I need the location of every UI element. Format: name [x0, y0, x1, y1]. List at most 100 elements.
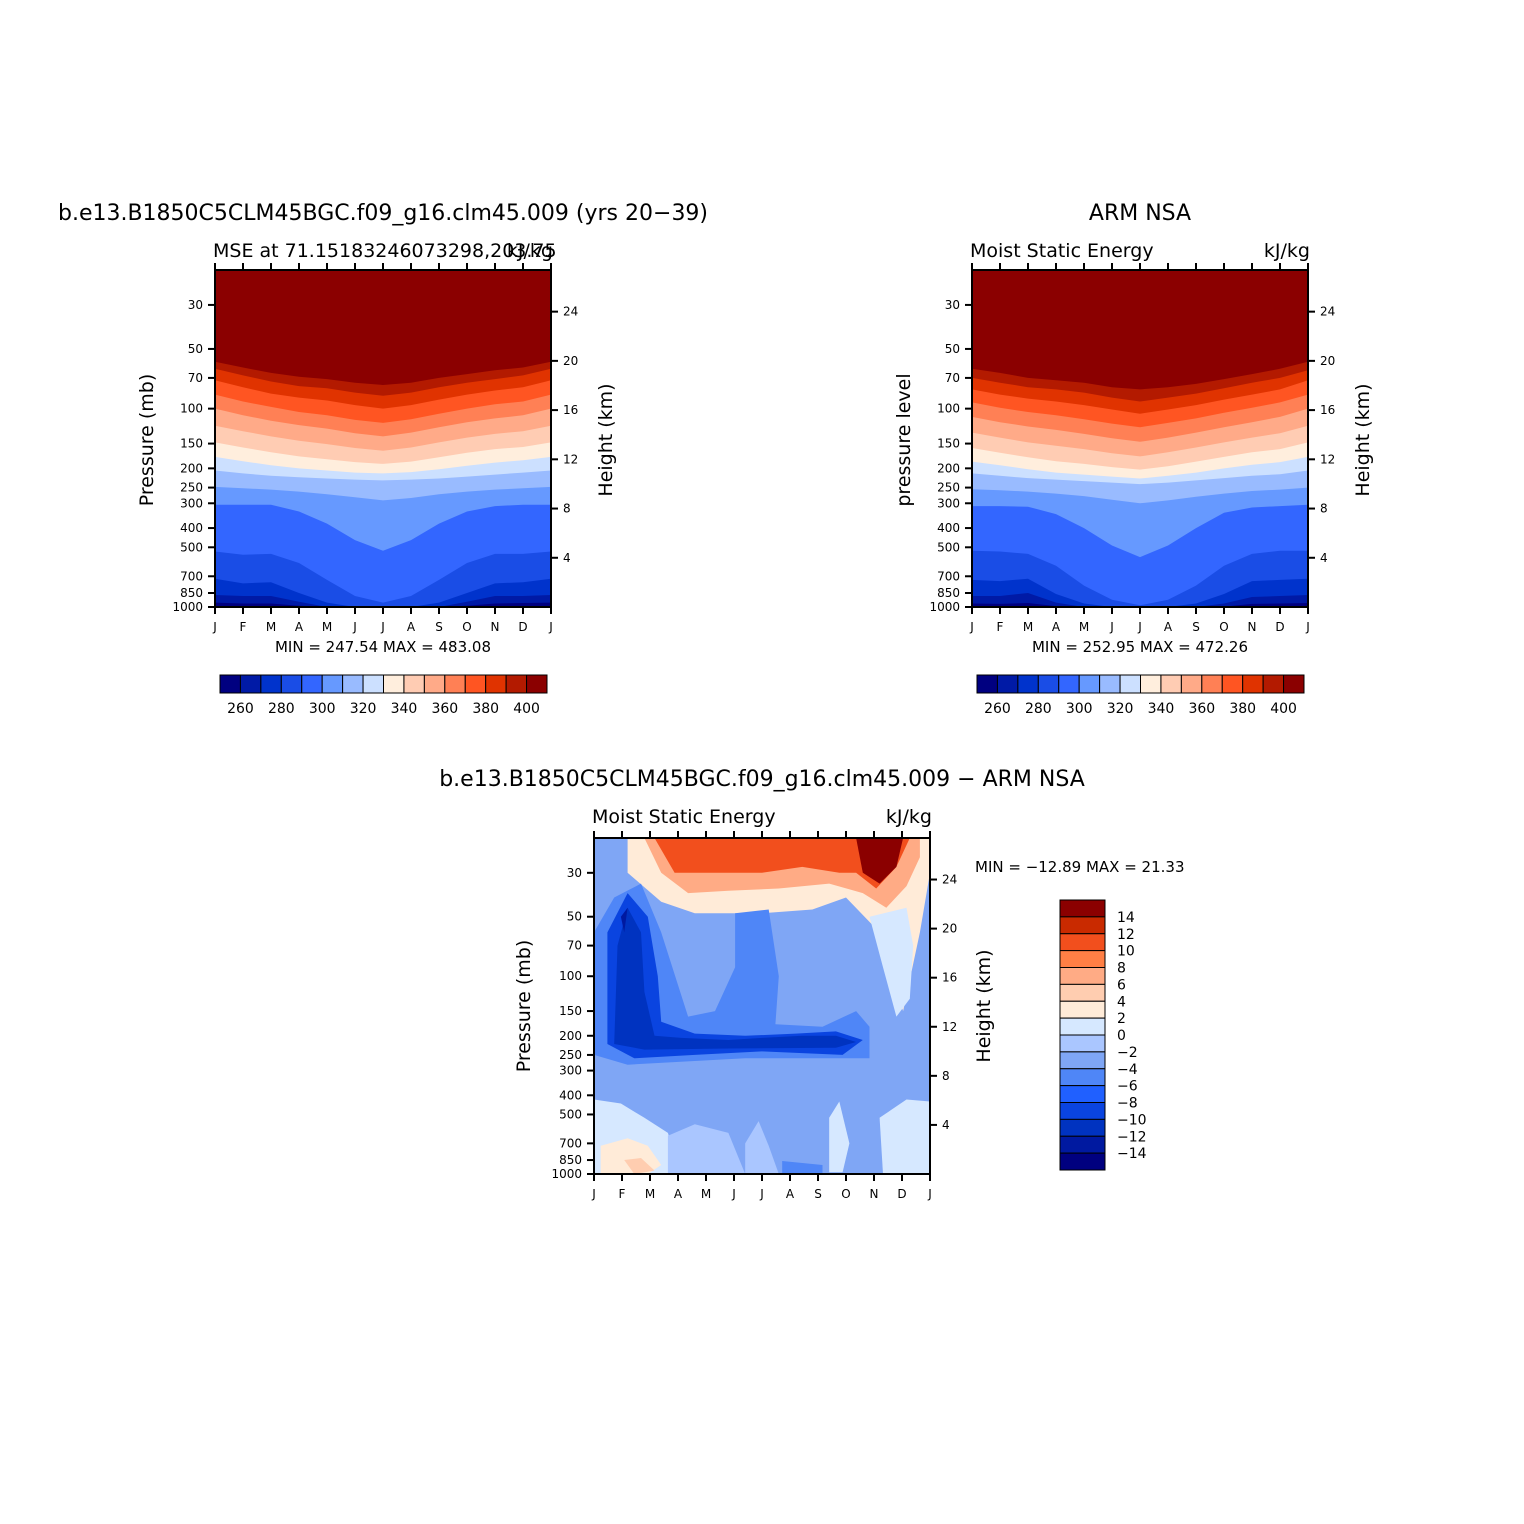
month-tick-label: A [295, 620, 304, 634]
month-tick-label: M [266, 620, 276, 634]
colorbar-box [1201, 674, 1223, 694]
month-tick-label: A [1164, 620, 1173, 634]
height-tick-label: 4 [942, 1118, 950, 1132]
month-tick-label: S [435, 620, 443, 634]
diff-contour-region [654, 838, 910, 889]
pressure-tick-label: 850 [180, 586, 203, 600]
colorbar-label: 320 [350, 701, 377, 717]
pressure-tick-label: 250 [180, 481, 203, 495]
month-tick-label: J [548, 620, 553, 634]
colorbar-box [464, 674, 487, 694]
colorbar-label: 12 [1117, 927, 1135, 943]
height-tick-label: 16 [563, 403, 578, 417]
pressure-tick-label: 500 [937, 540, 960, 554]
colorbar-box [1059, 983, 1106, 1002]
colorbar-box [1160, 674, 1182, 694]
colorbar-label: 380 [1229, 701, 1256, 717]
model-ylabel: Pressure (mb) [136, 374, 158, 507]
colorbar-label: 6 [1117, 977, 1126, 993]
pressure-tick-label: 30 [567, 866, 582, 880]
pressure-tick-label: 300 [559, 1064, 582, 1078]
month-tick-label: D [1275, 620, 1284, 634]
colorbar-box [1037, 674, 1060, 694]
colorbar-box [1283, 674, 1305, 694]
colorbar-box [1221, 674, 1244, 694]
month-tick-label: O [841, 1187, 850, 1201]
diff-contour-region [667, 1124, 746, 1174]
model-minmax: MIN = 247.54 MAX = 483.08 [275, 638, 491, 656]
diff-contour-region [829, 1101, 850, 1173]
month-tick-label: F [240, 620, 247, 634]
height-tick-label: 8 [563, 502, 571, 516]
colorbar-box [239, 674, 262, 694]
diff-panel-units: kJ/kg [886, 806, 932, 828]
month-tick-label: A [674, 1187, 683, 1201]
diff-ylabel: Pressure (mb) [513, 940, 535, 1073]
contour-band [972, 593, 1308, 607]
colorbar-box [526, 674, 548, 694]
pressure-tick-label: 150 [180, 437, 203, 451]
obs-panel-title: ARM NSA [1089, 201, 1191, 226]
month-tick-label: A [1052, 620, 1061, 634]
colorbar-box [1059, 1152, 1106, 1171]
colorbar-box [1058, 674, 1080, 694]
month-tick-label: J [1137, 620, 1142, 634]
pressure-tick-label: 700 [180, 569, 203, 583]
month-tick-label: M [1079, 620, 1089, 634]
diff-contour-fill [594, 838, 930, 1174]
colorbar-label: 0 [1117, 1028, 1126, 1044]
model-panel-title: b.e13.B1850C5CLM45BGC.f09_g16.clm45.009 … [58, 201, 708, 226]
pressure-tick-label: 700 [937, 569, 960, 583]
month-tick-label: N [491, 620, 500, 634]
diff-contour-region [620, 907, 628, 933]
colorbar-label: 10 [1117, 944, 1135, 960]
diff-contour-region [869, 907, 914, 1017]
pressure-tick-label: 400 [180, 521, 203, 535]
colorbar-label: 340 [1148, 701, 1175, 717]
colorbar-box [301, 674, 323, 694]
pressure-tick-label: 100 [937, 402, 960, 416]
diff-contour-region [879, 1099, 930, 1174]
colorbar-label: 360 [1188, 701, 1215, 717]
obs-panel-subtitle: Moist Static Energy [970, 240, 1154, 262]
colorbar-box [1119, 674, 1141, 694]
colorbar-box [342, 674, 364, 694]
colorbar-box [1059, 916, 1106, 935]
pressure-tick-label: 70 [188, 371, 203, 385]
colorbar-label: 260 [984, 701, 1011, 717]
colorbar-label: −10 [1117, 1112, 1147, 1128]
height-tick-label: 24 [1320, 305, 1335, 319]
colorbar-box [1078, 674, 1101, 694]
pressure-tick-label: 500 [180, 540, 203, 554]
colorbar-box [1059, 933, 1106, 952]
month-tick-label: O [1219, 620, 1228, 634]
diff-panel-title: b.e13.B1850C5CLM45BGC.f09_g16.clm45.009 … [439, 767, 1085, 792]
contour-band [972, 578, 1308, 607]
colorbar-box [1059, 967, 1106, 985]
diff-contour-region [856, 838, 904, 884]
model-contour-bands [215, 270, 551, 607]
model-panel-subtitle: MSE at 71.15183246073298,203.75 [213, 240, 557, 262]
month-tick-label: J [1109, 620, 1114, 634]
colorbar-box [1140, 674, 1162, 694]
colorbar-box [485, 674, 507, 694]
colorbar-box [444, 674, 466, 694]
contour-band [215, 595, 551, 607]
obs-colorbar: 260 280 300 320 340 360 380 400 [976, 674, 1305, 717]
colorbar-box [505, 674, 528, 694]
colorbar-box [996, 674, 1019, 694]
obs-minmax: MIN = 252.95 MAX = 472.26 [1032, 638, 1248, 656]
height-tick-label: 20 [942, 922, 957, 936]
colorbar-box [321, 674, 344, 694]
colorbar-box [1059, 1118, 1106, 1137]
pressure-tick-label: 250 [559, 1048, 582, 1062]
model-colorbar: 260 280 300 320 340 360 380 400 [219, 674, 548, 717]
colorbar-box [976, 674, 998, 694]
pressure-tick-label: 400 [559, 1088, 582, 1102]
contour-band [215, 602, 551, 607]
colorbar-box [1059, 1135, 1106, 1154]
colorbar-label: −6 [1117, 1079, 1138, 1095]
month-tick-label: J [759, 1187, 764, 1201]
